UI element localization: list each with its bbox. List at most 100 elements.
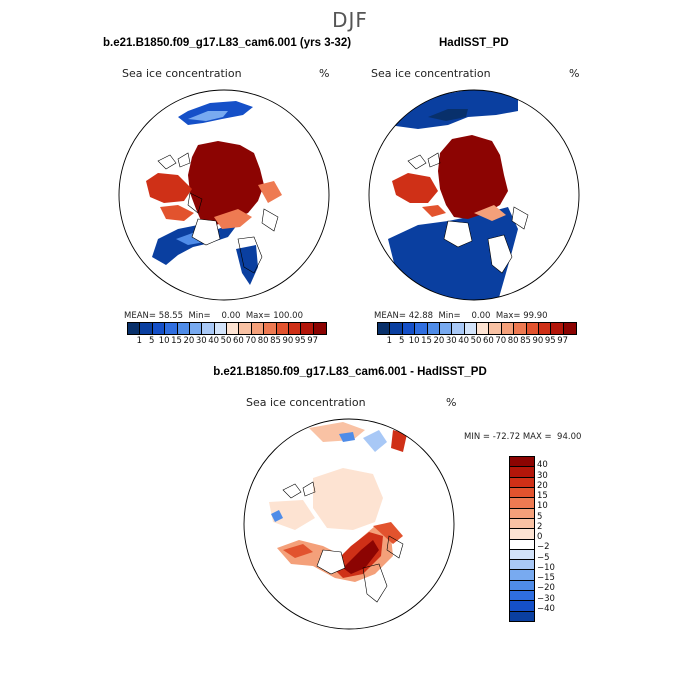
diff-panel-stats: MIN = -72.72 MAX = 94.00 bbox=[464, 432, 582, 442]
colorbar-tick-label: 5 bbox=[149, 336, 155, 346]
colorbar-tick-label: 15 bbox=[537, 491, 548, 501]
colorbar-tick-label: 1 bbox=[136, 336, 143, 346]
obs-colorbar bbox=[377, 322, 577, 335]
panel-obs-units: % bbox=[569, 67, 580, 80]
panel-model-title: b.e21.B1850.f09_g17.L83_cam6.001 (yrs 3-… bbox=[103, 37, 352, 49]
colorbar-tick-label: −40 bbox=[537, 603, 555, 614]
diff-panel-title: b.e21.B1850.f09_g17.L83_cam6.001 - HadIS… bbox=[213, 366, 487, 378]
colorbar-swatch bbox=[510, 601, 534, 612]
diff-panel-units: % bbox=[446, 396, 457, 409]
colorbar-tick-label: −15 bbox=[537, 573, 555, 583]
colorbar-swatch bbox=[402, 323, 416, 334]
colorbar-swatch bbox=[510, 591, 534, 602]
colorbar-swatch bbox=[227, 323, 240, 334]
colorbar-swatch bbox=[510, 498, 534, 509]
colorbar-swatch bbox=[510, 457, 534, 468]
diff-polar-map bbox=[243, 418, 455, 630]
colorbar-tick-label: −30 bbox=[537, 593, 555, 604]
colorbar-swatch bbox=[140, 323, 153, 334]
colorbar-tick-label: 80 bbox=[507, 336, 519, 346]
colorbar-tick-label: −2 bbox=[537, 542, 550, 553]
colorbar-tick-label: 20 bbox=[537, 480, 548, 491]
colorbar-tick-label: 97 bbox=[557, 336, 569, 346]
colorbar-tick-label: 10 bbox=[158, 336, 170, 346]
season-title: DJF bbox=[332, 8, 368, 32]
colorbar-tick-label: −10 bbox=[537, 562, 555, 573]
colorbar-tick-label: 60 bbox=[232, 336, 244, 346]
colorbar-tick-label: 95 bbox=[544, 336, 556, 346]
colorbar-tick-label: 85 bbox=[520, 336, 531, 346]
colorbar-swatch bbox=[390, 323, 403, 334]
model-colorbar-labels: 1 5 10 15 20 30 40 50 60 70 80 85 90 95 97 bbox=[127, 336, 325, 346]
colorbar-tick-label: 5 bbox=[399, 336, 405, 346]
colorbar-tick-label: 70 bbox=[495, 336, 507, 346]
model-polar-map bbox=[118, 89, 330, 301]
colorbar-swatch bbox=[288, 323, 302, 334]
colorbar-swatch bbox=[510, 611, 534, 621]
colorbar-tick-label: −5 bbox=[537, 552, 550, 563]
colorbar-swatch bbox=[439, 323, 453, 334]
colorbar-tick-label: 30 bbox=[537, 470, 548, 481]
colorbar-swatch bbox=[313, 323, 326, 334]
colorbar-swatch bbox=[189, 323, 203, 334]
colorbar-swatch bbox=[464, 323, 477, 334]
colorbar-tick-label: 20 bbox=[183, 336, 195, 346]
panel-model-variable: Sea ice concentration bbox=[122, 67, 242, 80]
colorbar-swatch bbox=[510, 518, 534, 530]
obs-polar-map bbox=[368, 89, 580, 301]
colorbar-swatch bbox=[251, 323, 265, 334]
colorbar-swatch bbox=[501, 323, 515, 334]
colorbar-tick-label: 15 bbox=[421, 336, 432, 346]
colorbar-tick-label: 40 bbox=[537, 460, 548, 471]
colorbar-swatch bbox=[510, 529, 534, 540]
colorbar-tick-label: 10 bbox=[408, 336, 420, 346]
colorbar-swatch bbox=[510, 467, 534, 478]
colorbar-swatch bbox=[165, 323, 178, 334]
colorbar-tick-label: 90 bbox=[282, 336, 294, 346]
colorbar-swatch bbox=[510, 539, 534, 550]
obs-colorbar-labels: 1 5 10 15 20 30 40 50 60 70 80 85 90 95 97 bbox=[377, 336, 575, 346]
panel-model-stats: MEAN= 58.55 Min= 0.00 Max= 100.00 bbox=[124, 311, 303, 321]
colorbar-tick-label: 10 bbox=[537, 501, 548, 512]
colorbar-tick-label: 40 bbox=[208, 336, 220, 346]
colorbar-swatch bbox=[526, 323, 539, 334]
colorbar-swatch bbox=[510, 508, 534, 519]
colorbar-tick-label: 80 bbox=[257, 336, 269, 346]
colorbar-swatch bbox=[452, 323, 465, 334]
colorbar-tick-label: 5 bbox=[537, 511, 543, 522]
colorbar-tick-label: 15 bbox=[171, 336, 182, 346]
colorbar-swatch bbox=[510, 570, 534, 581]
colorbar-tick-label: 30 bbox=[195, 336, 207, 346]
colorbar-tick-label: 30 bbox=[445, 336, 457, 346]
colorbar-swatch bbox=[510, 477, 534, 488]
colorbar-swatch bbox=[152, 323, 166, 334]
colorbar-swatch bbox=[239, 323, 252, 334]
colorbar-tick-label: 50 bbox=[470, 336, 482, 346]
colorbar-tick-label: 1 bbox=[386, 336, 393, 346]
colorbar-tick-label: 97 bbox=[307, 336, 319, 346]
diff-colorbar bbox=[509, 456, 535, 622]
colorbar-swatch bbox=[378, 323, 391, 334]
colorbar-tick-label: 40 bbox=[458, 336, 470, 346]
colorbar-swatch bbox=[514, 323, 527, 334]
colorbar-tick-label: 2 bbox=[537, 521, 543, 532]
colorbar-swatch bbox=[563, 323, 576, 334]
colorbar-tick-label: 0 bbox=[537, 532, 543, 542]
colorbar-swatch bbox=[427, 323, 440, 334]
colorbar-swatch bbox=[202, 323, 215, 334]
colorbar-swatch bbox=[276, 323, 289, 334]
panel-obs-variable: Sea ice concentration bbox=[371, 67, 491, 80]
panel-model-units: % bbox=[319, 67, 330, 80]
colorbar-tick-label: −20 bbox=[537, 583, 555, 594]
colorbar-swatch bbox=[264, 323, 277, 334]
colorbar-swatch bbox=[510, 580, 534, 592]
panel-obs-title: HadISST_PD bbox=[439, 37, 509, 49]
colorbar-swatch bbox=[510, 560, 534, 571]
colorbar-swatch bbox=[415, 323, 428, 334]
colorbar-tick-label: 95 bbox=[294, 336, 306, 346]
colorbar-swatch bbox=[301, 323, 314, 334]
model-colorbar bbox=[127, 322, 327, 335]
colorbar-tick-label: 20 bbox=[433, 336, 445, 346]
colorbar-swatch bbox=[177, 323, 190, 334]
